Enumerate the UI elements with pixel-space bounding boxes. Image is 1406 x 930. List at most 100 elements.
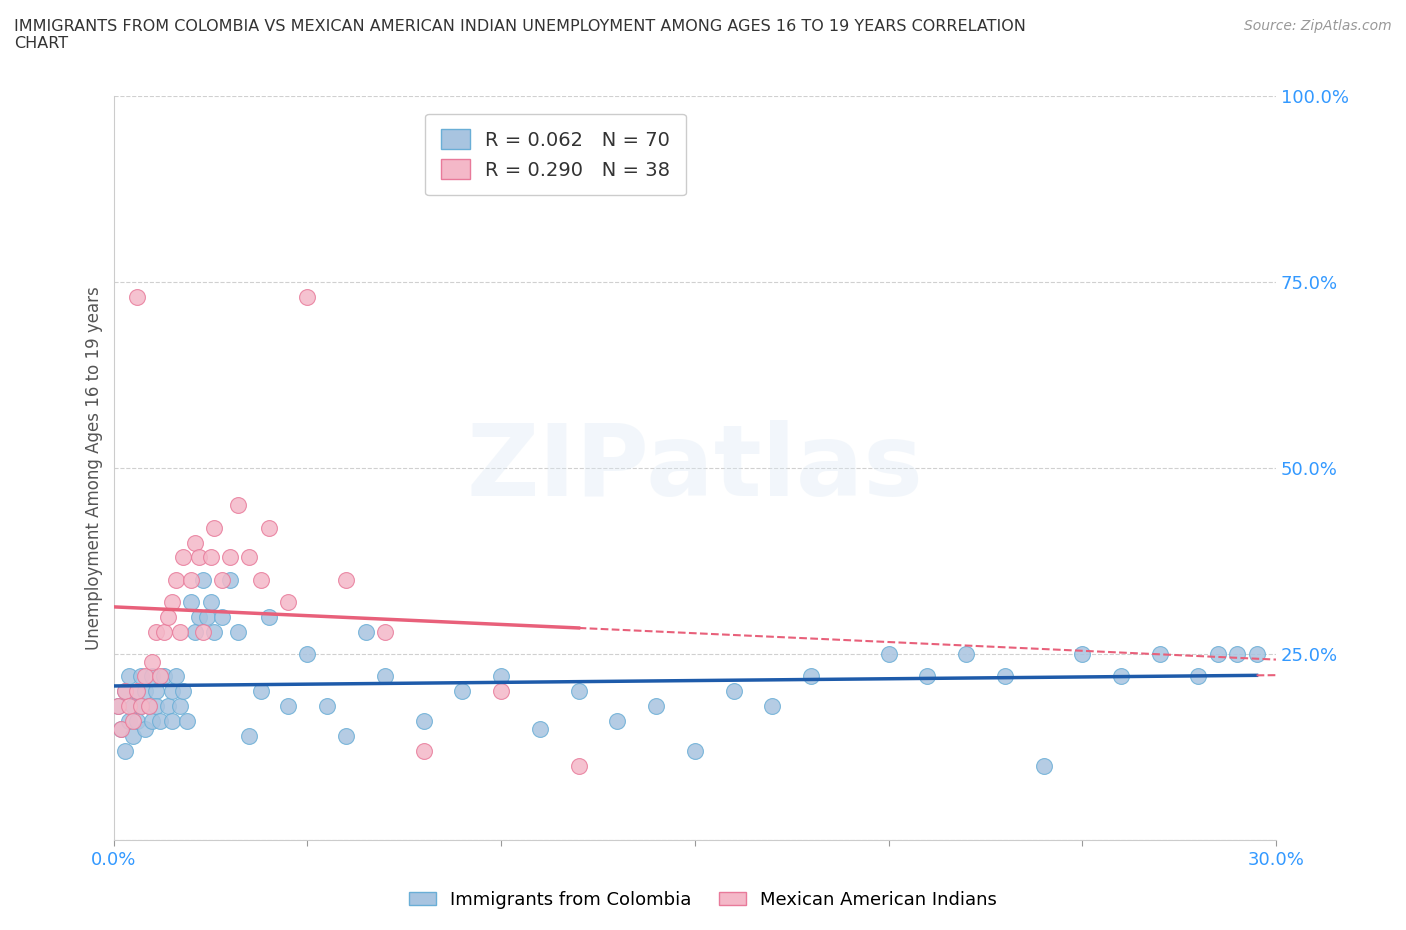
Point: [118, 669, 141, 684]
Y-axis label: Unemployment Among Ages 16 to 19 years: Unemployment Among Ages 16 to 19 years: [86, 286, 103, 650]
Point: [118, 713, 141, 728]
Point: [238, 728, 260, 743]
Point: [200, 550, 222, 565]
Point: [187, 609, 209, 624]
Point: [125, 684, 148, 698]
Point: [800, 669, 823, 684]
Point: [176, 713, 198, 728]
Point: [160, 713, 183, 728]
Point: [877, 646, 900, 661]
Point: [374, 624, 396, 639]
Point: [211, 609, 233, 624]
Point: [1071, 646, 1094, 661]
Text: Source: ZipAtlas.com: Source: ZipAtlas.com: [1244, 19, 1392, 33]
Point: [110, 721, 132, 736]
Point: [149, 669, 172, 684]
Point: [141, 669, 163, 684]
Point: [145, 624, 167, 639]
Point: [683, 743, 706, 758]
Point: [141, 713, 163, 728]
Point: [184, 624, 207, 639]
Point: [1149, 646, 1171, 661]
Point: [134, 721, 156, 736]
Point: [184, 535, 207, 550]
Point: [114, 684, 136, 698]
Point: [219, 572, 242, 587]
Point: [180, 572, 202, 587]
Point: [226, 624, 249, 639]
Point: [211, 572, 233, 587]
Point: [297, 290, 319, 305]
Point: [645, 698, 668, 713]
Point: [761, 698, 783, 713]
Point: [1206, 646, 1229, 661]
Point: [219, 550, 242, 565]
Text: IMMIGRANTS FROM COLOMBIA VS MEXICAN AMERICAN INDIAN UNEMPLOYMENT AMONG AGES 16 T: IMMIGRANTS FROM COLOMBIA VS MEXICAN AMER…: [14, 19, 1026, 51]
Point: [156, 609, 179, 624]
Point: [169, 698, 191, 713]
Point: [250, 572, 273, 587]
Point: [955, 646, 977, 661]
Point: [200, 594, 222, 609]
Point: [160, 684, 183, 698]
Point: [568, 684, 591, 698]
Point: [204, 624, 226, 639]
Point: [153, 624, 176, 639]
Point: [118, 698, 141, 713]
Point: [129, 669, 152, 684]
Point: [315, 698, 337, 713]
Point: [723, 684, 745, 698]
Point: [134, 669, 156, 684]
Point: [165, 669, 187, 684]
Point: [125, 290, 148, 305]
Point: [451, 684, 474, 698]
Point: [145, 698, 167, 713]
Point: [172, 550, 194, 565]
Point: [226, 498, 249, 512]
Point: [141, 654, 163, 669]
Point: [138, 698, 160, 713]
Point: [994, 669, 1017, 684]
Point: [165, 572, 187, 587]
Point: [204, 520, 226, 535]
Point: [195, 609, 218, 624]
Text: ZIPatlas: ZIPatlas: [467, 419, 924, 517]
Point: [335, 572, 357, 587]
Point: [180, 594, 202, 609]
Point: [191, 572, 214, 587]
Point: [160, 594, 183, 609]
Point: [172, 684, 194, 698]
Point: [145, 684, 167, 698]
Point: [568, 758, 591, 773]
Point: [107, 698, 129, 713]
Legend: R = 0.062   N = 70, R = 0.290   N = 38: R = 0.062 N = 70, R = 0.290 N = 38: [425, 113, 686, 195]
Point: [374, 669, 396, 684]
Point: [297, 646, 319, 661]
Point: [129, 698, 152, 713]
Point: [412, 743, 434, 758]
Point: [122, 728, 145, 743]
Point: [412, 713, 434, 728]
Point: [187, 550, 209, 565]
Point: [489, 669, 512, 684]
Point: [134, 684, 156, 698]
Point: [125, 684, 148, 698]
Point: [335, 728, 357, 743]
Point: [277, 698, 299, 713]
Point: [238, 550, 260, 565]
Point: [917, 669, 939, 684]
Point: [1187, 669, 1209, 684]
Point: [354, 624, 377, 639]
Point: [277, 594, 299, 609]
Point: [1109, 669, 1132, 684]
Point: [107, 698, 129, 713]
Point: [149, 713, 172, 728]
Point: [606, 713, 628, 728]
Point: [1246, 646, 1268, 661]
Legend: Immigrants from Colombia, Mexican American Indians: Immigrants from Colombia, Mexican Americ…: [402, 884, 1004, 916]
Point: [1032, 758, 1054, 773]
Point: [156, 698, 179, 713]
Point: [110, 721, 132, 736]
Point: [122, 698, 145, 713]
Point: [114, 684, 136, 698]
